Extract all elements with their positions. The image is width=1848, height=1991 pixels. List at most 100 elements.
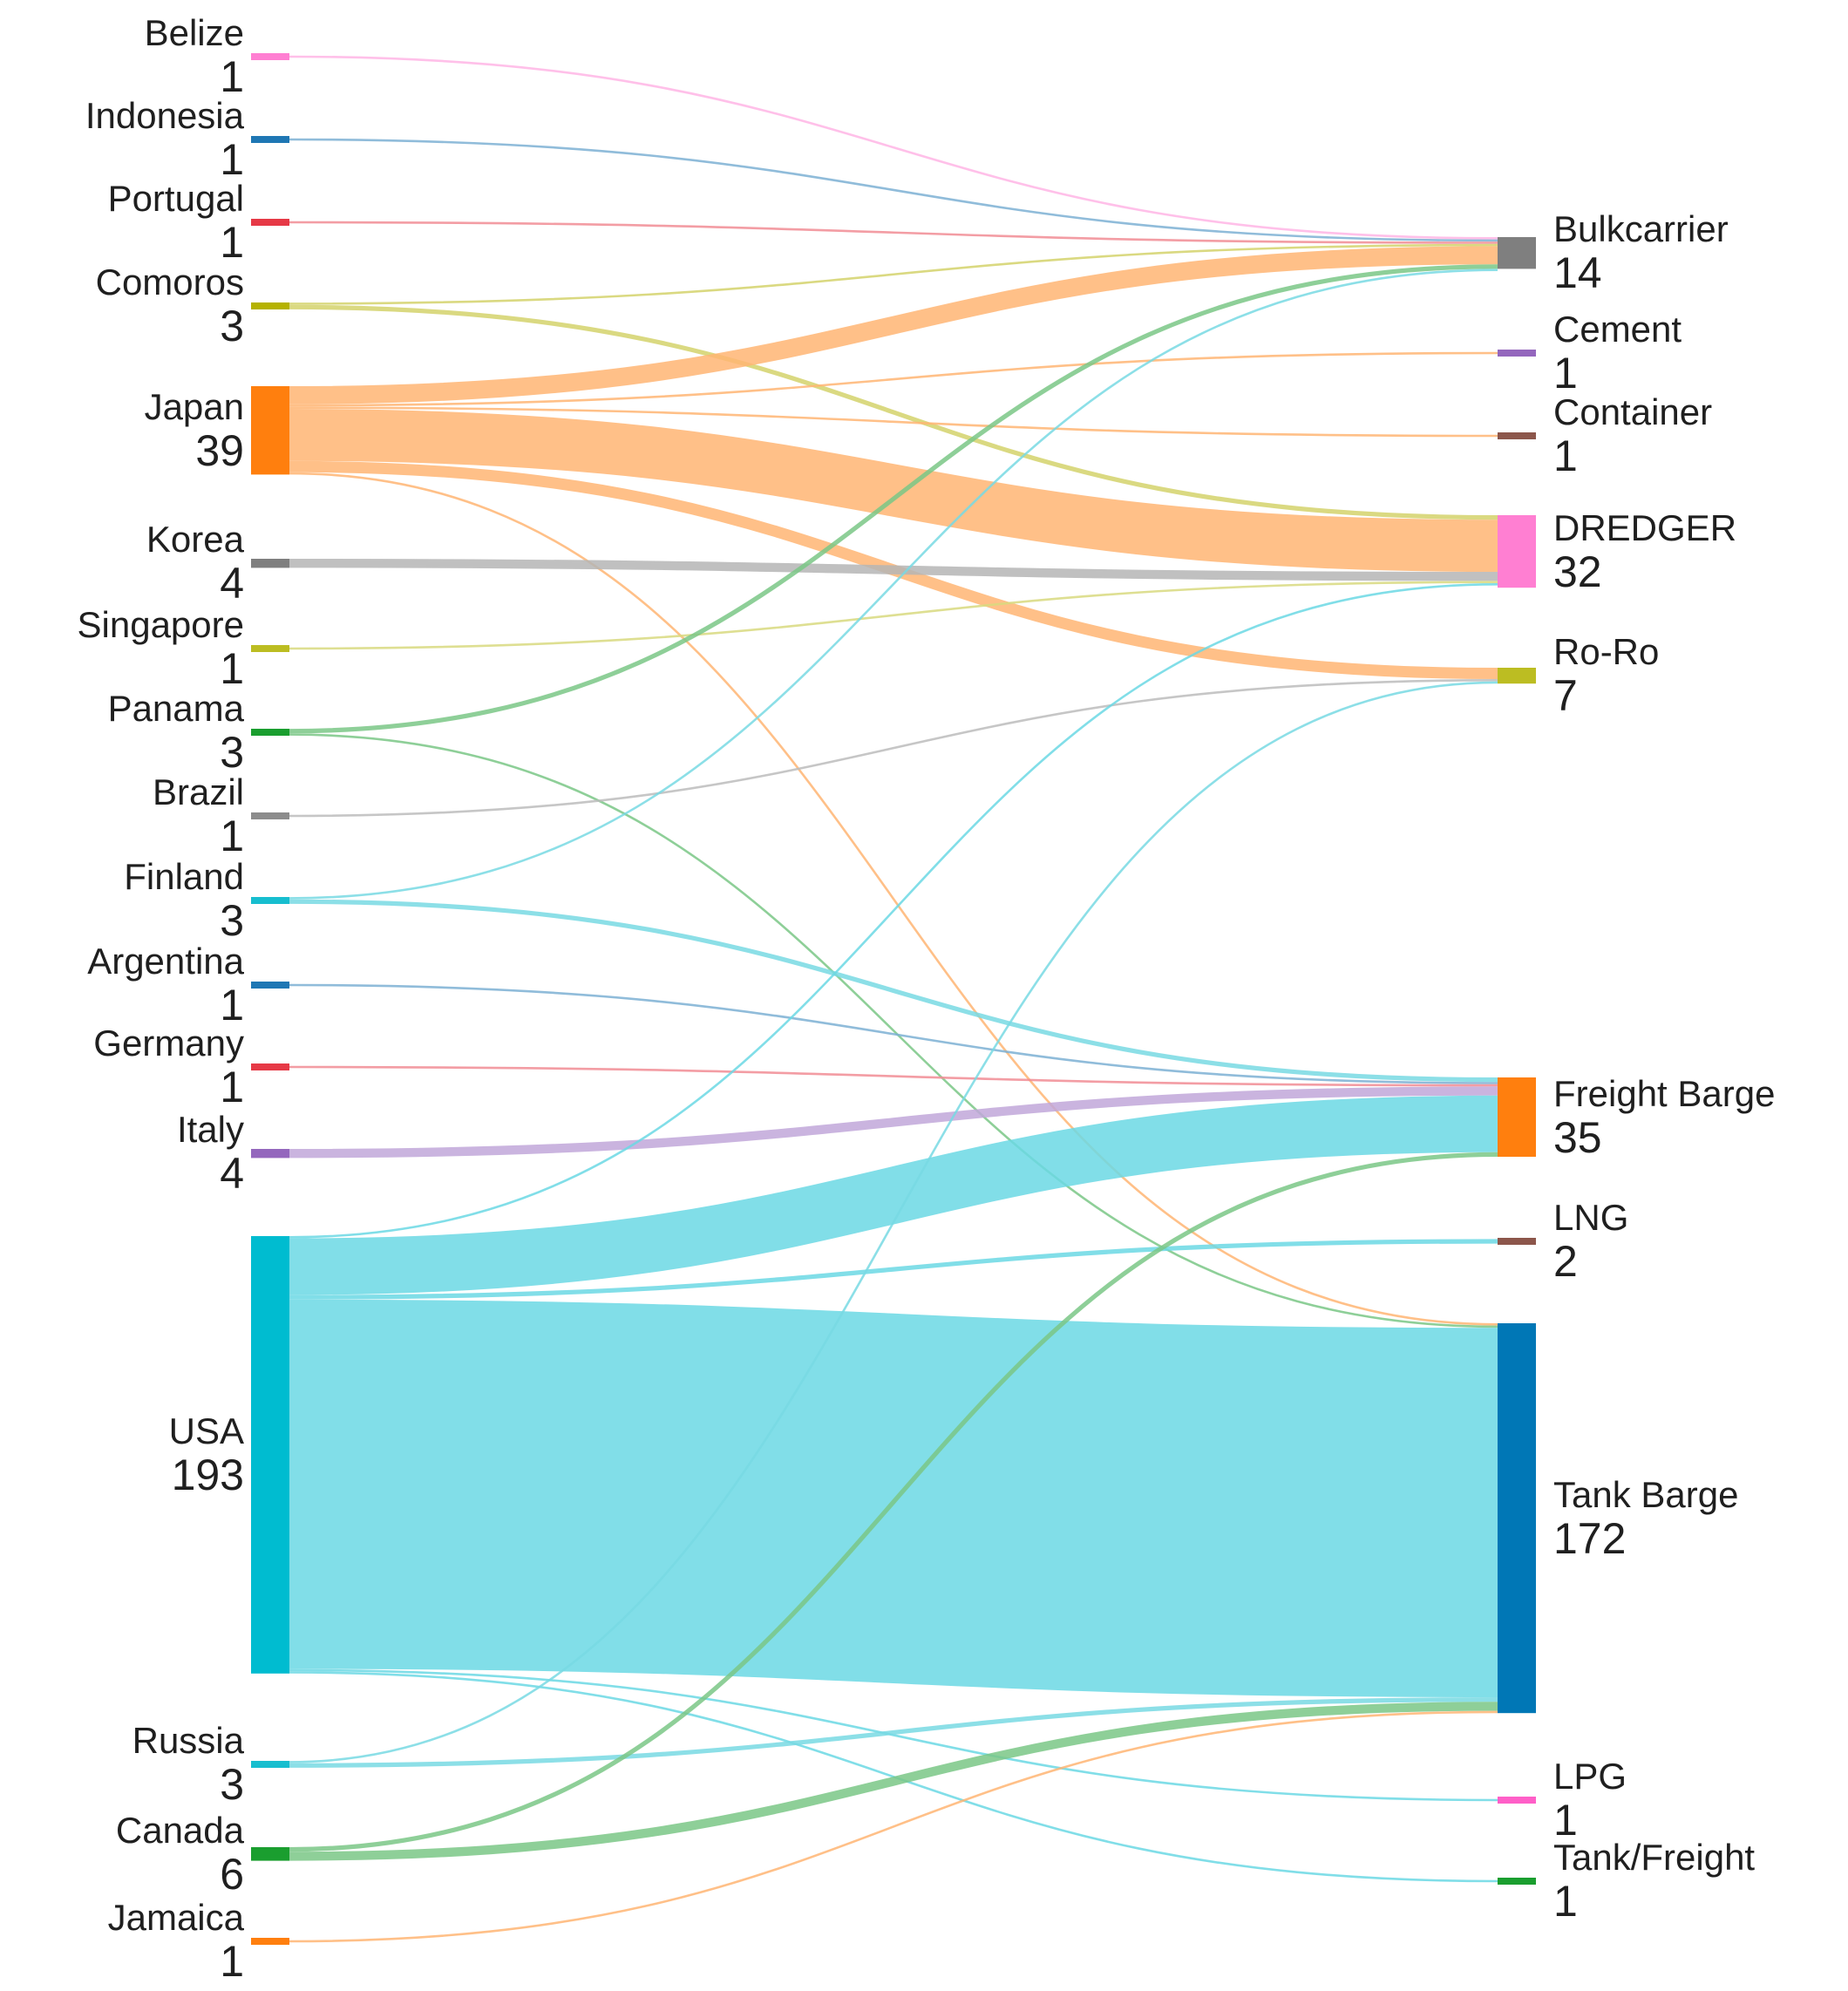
target-label-lng: LNG 2 <box>1553 1197 1629 1286</box>
link-usa-to-freight-barge <box>289 1095 1498 1295</box>
link-comoros-to-dredger <box>289 304 1498 520</box>
node-name: Germany <box>93 1023 244 1063</box>
link-finland-to-freight-barge <box>289 899 1498 1083</box>
node-value: 1 <box>1553 1796 1578 1845</box>
link-portugal-to-bulkcarrier <box>289 221 1498 244</box>
target-label-tank-barge: Tank Barge 172 <box>1553 1473 1739 1560</box>
target-label-container: Container 1 <box>1553 391 1713 480</box>
node-name: USA <box>168 1410 244 1451</box>
source-label-brazil: Brazil 1 <box>0 771 244 859</box>
node-source-belize <box>251 53 289 60</box>
link-panama-to-bulkcarrier <box>289 264 1498 734</box>
node-name: LNG <box>1553 1197 1629 1238</box>
node-source-indonesia <box>251 136 289 143</box>
link-russia-to-ro-ro <box>289 681 1498 1763</box>
node-target-container <box>1498 432 1536 439</box>
node-name: Container <box>1553 391 1713 432</box>
node-source-russia <box>251 1761 289 1768</box>
target-label-lpg: LPG 1 <box>1553 1758 1627 1845</box>
node-source-portugal <box>251 219 289 226</box>
target-label-cement: Cement 1 <box>1553 309 1682 398</box>
node-value: 3 <box>220 1760 244 1809</box>
source-label-korea: Korea 4 <box>0 519 244 608</box>
node-target-bulkcarrier <box>1498 237 1536 269</box>
source-label-finland: Finland 3 <box>0 856 244 945</box>
target-label-dredger: DREDGER 32 <box>1553 506 1737 596</box>
node-value: 4 <box>220 559 244 608</box>
node-source-finland <box>251 897 289 904</box>
node-value: 32 <box>1553 547 1602 596</box>
node-source-singapore <box>251 645 289 652</box>
node-source-canada <box>251 1847 289 1861</box>
node-name: Ro-Ro <box>1553 631 1660 673</box>
link-japan-to-container <box>289 406 1498 438</box>
node-value: 3 <box>220 728 244 777</box>
node-value: 193 <box>171 1450 244 1499</box>
source-label-italy: Italy 4 <box>0 1109 244 1199</box>
node-name: Jamaica <box>107 1897 244 1938</box>
node-value: 3 <box>220 896 244 945</box>
link-germany-to-freight-barge <box>289 1065 1498 1087</box>
node-value: 1 <box>220 981 244 1029</box>
source-label-belize: Belize 1 <box>0 15 244 99</box>
node-name: Italy <box>176 1109 244 1151</box>
link-japan-to-bulkcarrier <box>289 246 1498 404</box>
node-name: Korea <box>146 519 244 561</box>
link-canada-to-freight-barge <box>289 1152 1498 1852</box>
node-source-italy <box>251 1149 289 1159</box>
node-value: 2 <box>1553 1237 1578 1286</box>
node-target-freight-barge <box>1498 1077 1536 1157</box>
node-name: Portugal <box>107 178 244 219</box>
node-value: 39 <box>195 425 244 475</box>
node-name: Brazil <box>152 771 244 812</box>
node-value: 1 <box>220 135 244 184</box>
source-label-indonesia: Indonesia 1 <box>0 98 244 184</box>
source-label-russia: Russia 3 <box>0 1720 244 1809</box>
node-value: 14 <box>1553 248 1602 298</box>
link-finland-to-bulkcarrier <box>289 268 1498 900</box>
source-label-germany: Germany 1 <box>0 1023 244 1110</box>
link-usa-to-dredger <box>289 583 1498 1239</box>
node-name: Finland <box>124 856 244 897</box>
node-name: Freight Barge <box>1553 1072 1776 1114</box>
node-name: Tank Barge <box>1553 1473 1739 1515</box>
link-jamaica-to-tank-barge <box>289 1710 1498 1943</box>
node-name: Belize <box>144 12 244 53</box>
node-source-japan <box>251 386 289 475</box>
link-italy-to-freight-barge <box>289 1086 1498 1159</box>
node-name: DREDGER <box>1553 506 1737 548</box>
node-value: 1 <box>1553 431 1578 480</box>
link-argentina-to-freight-barge <box>289 983 1498 1084</box>
node-name: Singapore <box>77 604 244 645</box>
node-value: 1 <box>220 52 244 101</box>
link-comoros-to-bulkcarrier <box>289 243 1498 305</box>
node-value: 1 <box>1553 349 1578 398</box>
node-name: Tank/Freight <box>1553 1837 1756 1878</box>
node-source-brazil <box>251 812 289 819</box>
link-japan-to-dredger <box>289 409 1498 572</box>
node-name: Comoros <box>95 262 244 302</box>
node-value: 4 <box>220 1149 244 1199</box>
node-target-lpg <box>1498 1797 1536 1804</box>
node-value: 1 <box>220 218 244 267</box>
link-canada-to-tank-barge <box>289 1702 1498 1861</box>
source-label-portugal: Portugal 1 <box>0 178 244 267</box>
node-value: 6 <box>220 1849 244 1899</box>
node-name: Russia <box>132 1720 244 1761</box>
node-source-usa <box>251 1236 289 1674</box>
link-japan-to-cement <box>289 351 1498 407</box>
link-usa-to-tank-barge <box>289 1299 1498 1697</box>
node-source-panama <box>251 729 289 736</box>
node-value: 35 <box>1553 1112 1602 1162</box>
link-korea-to-dredger <box>289 559 1498 581</box>
node-value: 3 <box>220 302 244 350</box>
node-name: Cement <box>1553 309 1682 350</box>
node-target-cement <box>1498 350 1536 357</box>
node-source-jamaica <box>251 1938 289 1945</box>
node-value: 1 <box>220 1937 244 1986</box>
source-label-singapore: Singapore 1 <box>0 604 244 691</box>
link-usa-to-lng <box>289 1239 1498 1300</box>
link-panama-to-tank-barge <box>289 733 1498 1328</box>
link-usa-to-lpg <box>289 1668 1498 1802</box>
